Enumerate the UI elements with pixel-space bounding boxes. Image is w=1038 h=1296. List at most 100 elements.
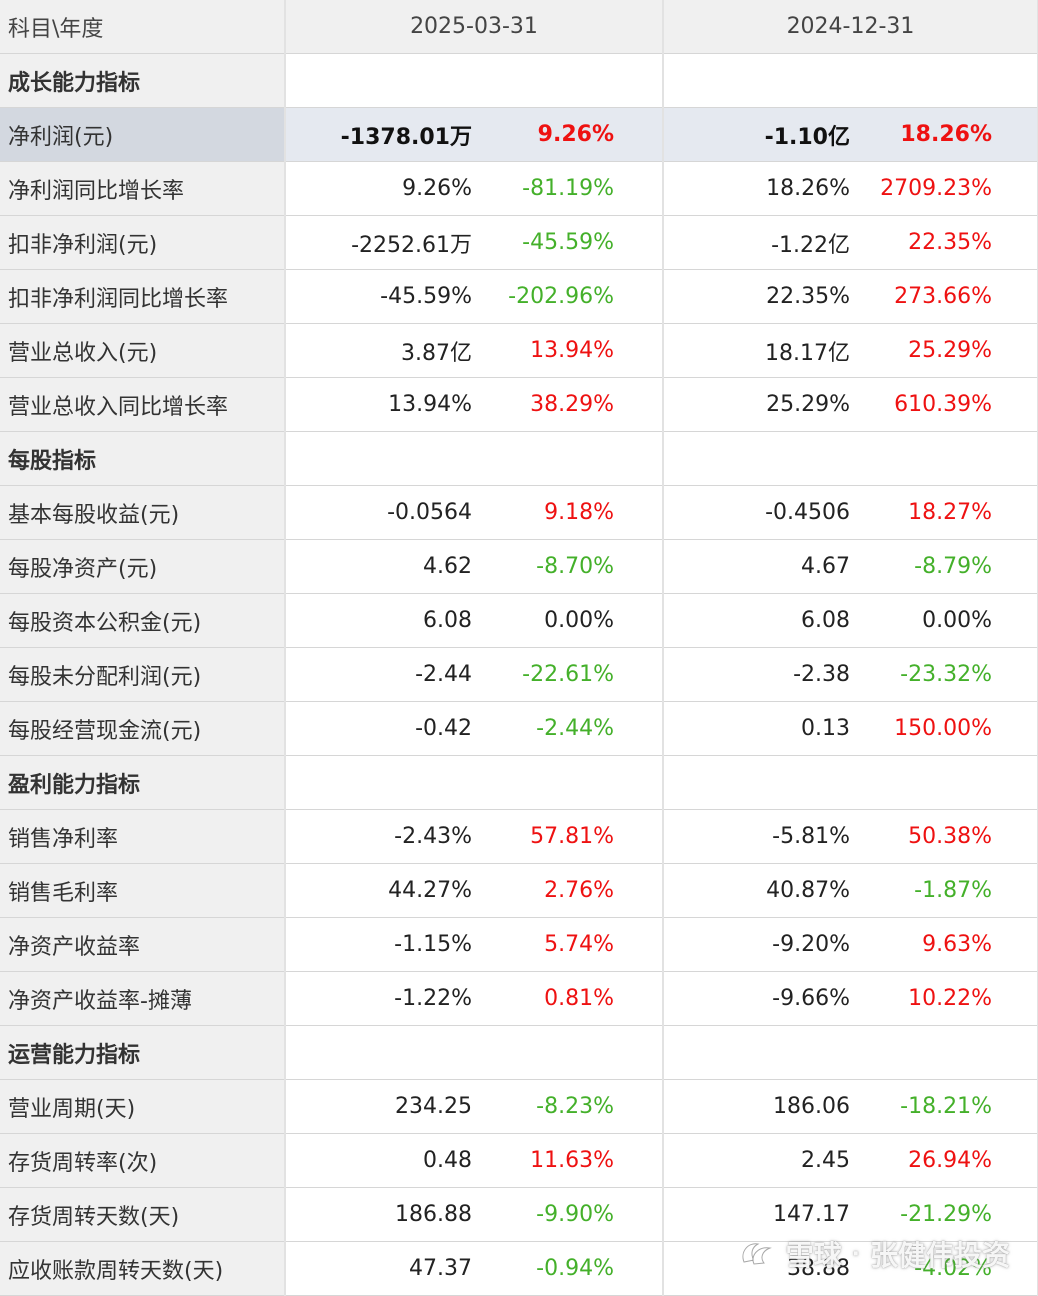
metric-value: 3.87亿 [401,340,472,366]
table-row: 每股未分配利润(元) -2.44 -22.61% -2.38 -23.32% [0,647,1038,702]
row-label[interactable]: 每股净资产(元) [0,539,286,594]
value-cell: -2.38 -23.32% [663,647,1038,702]
value-cell: 22.35% 273.66% [663,269,1038,324]
section-blank-cell [285,431,664,486]
row-label[interactable]: 净利润同比增长率 [0,161,286,216]
change-percent: 18.27% [908,500,992,525]
row-label[interactable]: 营业总收入同比增长率 [0,377,286,432]
value-cell: -45.59% -202.96% [285,269,664,324]
value-cell: 3.87亿 13.94% [285,323,664,378]
table-row: 营业周期(天) 234.25 -8.23% 186.06 -18.21% [0,1079,1038,1134]
row-label[interactable]: 存货周转天数(天) [0,1187,286,1242]
section-blank-cell [285,1025,664,1080]
table-row: 基本每股收益(元) -0.0564 9.18% -0.4506 18.27% [0,485,1038,540]
row-label[interactable]: 净资产收益率-摊薄 [0,971,286,1026]
row-label[interactable]: 每股资本公积金(元) [0,593,286,648]
change-percent: -9.90% [536,1202,614,1227]
metric-value: 186.88 [395,1202,472,1227]
row-label[interactable]: 每股经营现金流(元) [0,701,286,756]
table-body: 成长能力指标 净利润(元) -1378.01万 9.26% -1.10亿 18.26% 净利… [0,53,1038,1296]
metric-value: 38.88 [787,1256,850,1281]
value-cell: 0.13 150.00% [663,701,1038,756]
metric-value: -0.42 [415,716,472,741]
row-label[interactable]: 销售净利率 [0,809,286,864]
change-percent: 9.18% [544,500,614,525]
change-percent: -8.70% [536,554,614,579]
table-row: 扣非净利润同比增长率 -45.59% -202.96% 22.35% 273.66% [0,269,1038,324]
value-cell: 6.08 0.00% [285,593,664,648]
metric-value: -2.43% [394,824,472,849]
metric-value: -9.20% [772,932,850,957]
change-percent: 38.29% [530,392,614,417]
table-row: 净利润同比增长率 9.26% -81.19% 18.26% 2709.23% [0,161,1038,216]
metric-value: 6.08 [801,608,850,633]
change-percent: 26.94% [908,1148,992,1173]
change-percent: 57.81% [530,824,614,849]
metric-value: -1.22亿 [771,232,850,258]
table-row: 销售毛利率 44.27% 2.76% 40.87% -1.87% [0,863,1038,918]
value-cell: 4.67 -8.79% [663,539,1038,594]
change-percent: -1.87% [914,878,992,903]
section-blank-cell [663,755,1038,810]
change-percent: 0.81% [544,986,614,1011]
change-percent: -202.96% [508,284,614,309]
metric-value: 147.17 [773,1202,850,1227]
metric-value: -0.4506 [765,500,850,525]
change-percent: -45.59% [522,230,614,255]
change-percent: 273.66% [894,284,992,309]
row-label[interactable]: 营业总收入(元) [0,323,286,378]
header-period-1[interactable]: 2025-03-31 [285,0,664,54]
change-percent: 9.63% [922,932,992,957]
table-row: 应收账款周转天数(天) 47.37 -0.94% 38.88 -4.02% [0,1241,1038,1296]
row-label[interactable]: 营业周期(天) [0,1079,286,1134]
row-label[interactable]: 扣非净利润同比增长率 [0,269,286,324]
row-label[interactable]: 存货周转率(次) [0,1133,286,1188]
change-percent: 22.35% [908,230,992,255]
row-label[interactable]: 应收账款周转天数(天) [0,1241,286,1296]
section-blank-cell [285,53,664,108]
metric-value: -1378.01万 [340,124,472,150]
value-cell: 9.26% -81.19% [285,161,664,216]
section-title: 盈利能力指标 [0,755,286,810]
table-row: 存货周转率(次) 0.48 11.63% 2.45 26.94% [0,1133,1038,1188]
metric-value: 4.67 [801,554,850,579]
row-label[interactable]: 每股未分配利润(元) [0,647,286,702]
metric-value: 18.17亿 [765,340,850,366]
metric-value: 2.45 [801,1148,850,1173]
value-cell: -9.66% 10.22% [663,971,1038,1026]
row-label[interactable]: 净利润(元) [0,107,286,162]
change-percent: 13.94% [530,338,614,363]
metric-value: -9.66% [772,986,850,1011]
section-blank-cell [663,431,1038,486]
change-percent: 50.38% [908,824,992,849]
metric-value: 186.06 [773,1094,850,1119]
change-percent: 10.22% [908,986,992,1011]
table-row: 净资产收益率 -1.15% 5.74% -9.20% 9.63% [0,917,1038,972]
row-label[interactable]: 扣非净利润(元) [0,215,286,270]
header-label: 科目\年度 [0,0,286,54]
metric-value: -1.22% [394,986,472,1011]
change-percent: 0.00% [544,608,614,633]
change-percent: 9.26% [537,122,614,147]
metric-value: -1.10亿 [764,124,850,150]
value-cell: -9.20% 9.63% [663,917,1038,972]
metric-value: -2.38 [793,662,850,687]
change-percent: 2.76% [544,878,614,903]
section-blank-cell [285,755,664,810]
row-label[interactable]: 净资产收益率 [0,917,286,972]
table-row: 营业总收入(元) 3.87亿 13.94% 18.17亿 25.29% [0,323,1038,378]
header-period-2[interactable]: 2024-12-31 [663,0,1038,54]
value-cell: 0.48 11.63% [285,1133,664,1188]
value-cell: 25.29% 610.39% [663,377,1038,432]
metric-value: -1.15% [394,932,472,957]
metric-value: -2.44 [415,662,472,687]
metric-value: -45.59% [380,284,472,309]
value-cell: -1.22亿 22.35% [663,215,1038,270]
metric-value: 0.48 [423,1148,472,1173]
change-percent: 150.00% [894,716,992,741]
row-label[interactable]: 基本每股收益(元) [0,485,286,540]
change-percent: -22.61% [522,662,614,687]
value-cell: 186.88 -9.90% [285,1187,664,1242]
row-label[interactable]: 销售毛利率 [0,863,286,918]
